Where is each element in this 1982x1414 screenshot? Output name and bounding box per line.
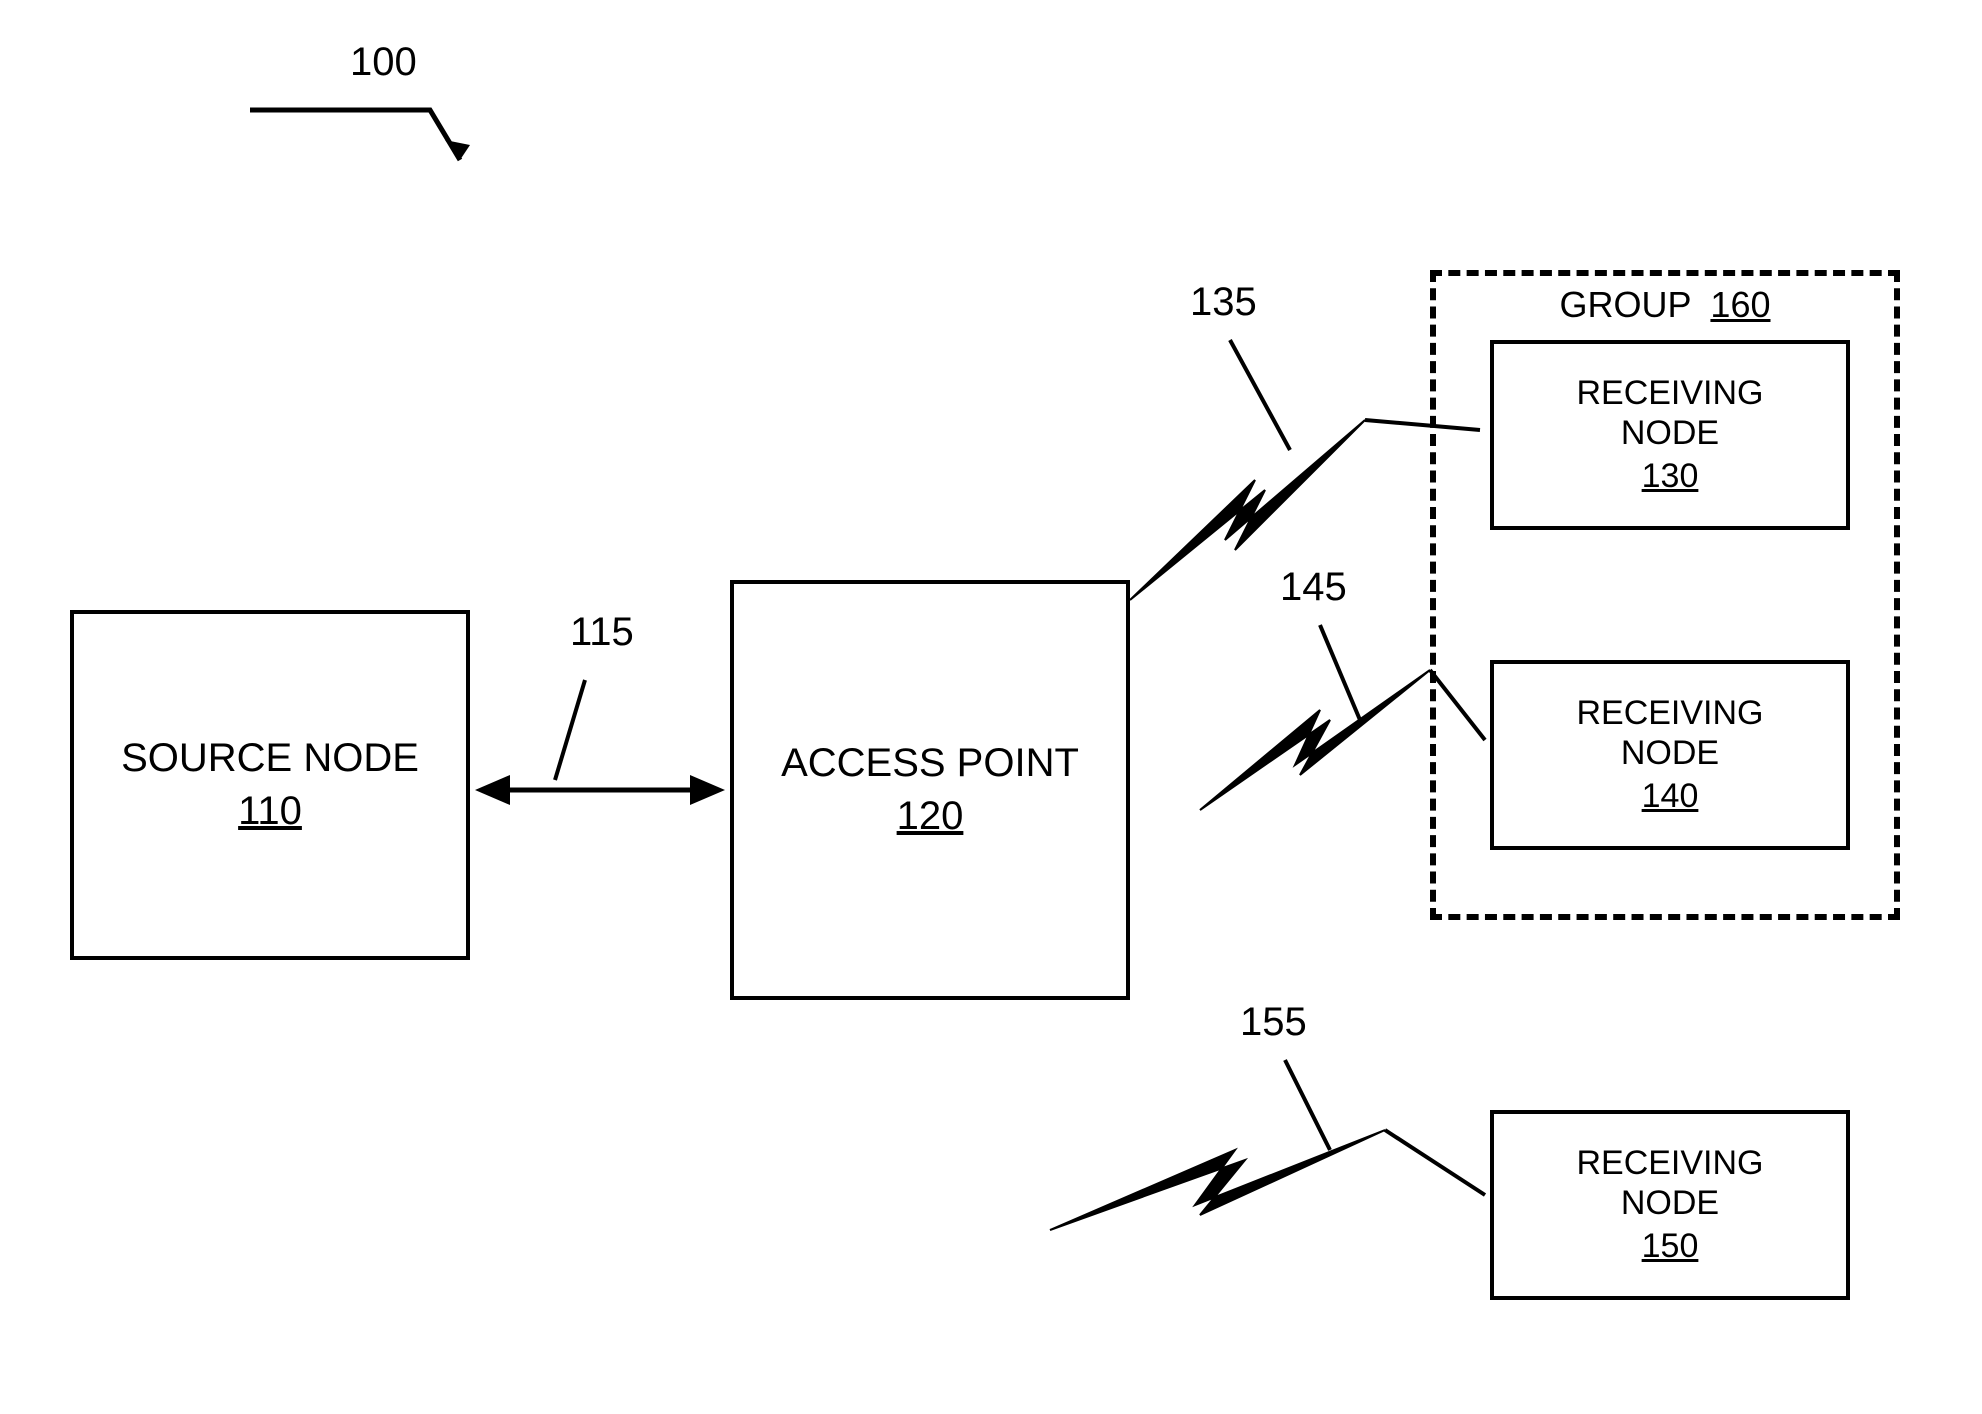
link-115-label: 115 xyxy=(570,610,634,655)
link-145-label: 145 xyxy=(1280,565,1347,610)
link-135-label: 135 xyxy=(1190,280,1257,325)
double-arrow-left-head xyxy=(475,775,510,805)
link-155-label: 155 xyxy=(1240,1000,1307,1045)
recv140-num: 140 xyxy=(1642,777,1699,816)
source-node-title: SOURCE NODE xyxy=(121,736,419,781)
group-num: 160 xyxy=(1710,284,1770,325)
zigzag-155 xyxy=(1050,1130,1385,1230)
figure-arrow-head xyxy=(445,140,470,160)
recv130-title: RECEIVINGNODE xyxy=(1576,374,1763,452)
recv130-num: 130 xyxy=(1642,457,1699,496)
recv150-title: RECEIVINGNODE xyxy=(1576,1144,1763,1222)
access-point-box: ACCESS POINT 120 xyxy=(730,580,1130,1000)
double-arrow-right-head xyxy=(690,775,725,805)
zigzag-155-end xyxy=(1385,1130,1485,1195)
source-node-box: SOURCE NODE 110 xyxy=(70,610,470,960)
tick-135 xyxy=(1230,340,1290,450)
source-node-num: 110 xyxy=(238,789,302,834)
tick-115 xyxy=(555,680,585,780)
recv150-num: 150 xyxy=(1642,1227,1699,1266)
group-spacer xyxy=(1696,284,1706,325)
group-title: GROUP xyxy=(1559,284,1691,325)
receiving-node-140-box: RECEIVINGNODE 140 xyxy=(1490,660,1850,850)
tick-155 xyxy=(1285,1060,1330,1150)
figure-arrow-line xyxy=(250,110,460,160)
access-point-title: ACCESS POINT xyxy=(781,741,1079,786)
zigzag-145 xyxy=(1200,670,1430,810)
receiving-node-130-box: RECEIVINGNODE 130 xyxy=(1490,340,1850,530)
tick-145 xyxy=(1320,625,1360,720)
figure-number-label: 100 xyxy=(350,40,417,85)
access-point-num: 120 xyxy=(897,794,964,839)
receiving-node-150-box: RECEIVINGNODE 150 xyxy=(1490,1110,1850,1300)
recv140-title: RECEIVINGNODE xyxy=(1576,694,1763,772)
